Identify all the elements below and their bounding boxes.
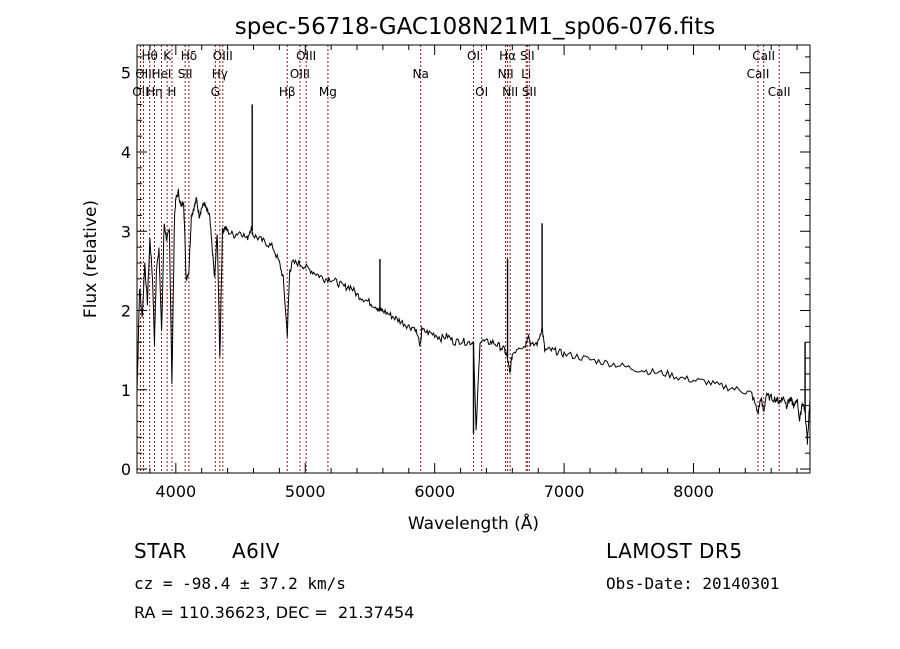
line-marker-label: OIII	[213, 49, 233, 63]
line-marker-label: OI	[475, 85, 488, 99]
line-marker-label: SII	[522, 85, 537, 99]
line-marker-label: K	[163, 49, 172, 63]
line-marker-label: CaII	[752, 49, 775, 63]
spectrum-series	[136, 104, 811, 445]
line-marker-label: SII	[178, 67, 193, 81]
y-tick-label: 0	[121, 460, 131, 479]
x-tick-label: 8000	[673, 482, 714, 501]
chart-title: spec-56718-GAC108N21M1_sp06-076.fits	[235, 14, 715, 40]
line-marker-label: OII	[132, 85, 149, 99]
line-marker-label: HeI	[151, 67, 171, 81]
line-marker-label: CaII	[747, 67, 770, 81]
line-marker-label: OIII	[290, 67, 310, 81]
observation-date: Obs-Date: 20140301	[606, 574, 780, 593]
line-marker-label: NII	[498, 67, 514, 81]
redshift-readout: cz = -98.4 ± 37.2 km/s	[134, 574, 346, 593]
plot-frame	[136, 44, 811, 474]
line-marker-label: G	[211, 85, 220, 99]
axis-ticks: 4000 5000 6000 7000 8000 0 1 2 3 4 5	[121, 45, 810, 501]
y-tick-label: 5	[121, 64, 131, 83]
survey-name: LAMOST DR5	[606, 539, 743, 563]
line-marker-label: Hθ	[141, 49, 157, 63]
line-marker-label: CaII	[768, 85, 791, 99]
line-marker-label: OII	[135, 67, 152, 81]
line-marker-label: Na	[413, 67, 429, 81]
line-marker-label: Mg	[319, 85, 337, 99]
y-tick-label: 4	[121, 143, 131, 162]
line-marker-label: OIII	[296, 49, 316, 63]
y-axis-label: Flux (relative)	[81, 200, 101, 318]
x-tick-label: 4000	[155, 482, 196, 501]
spectrum-line	[136, 188, 811, 445]
x-axis-label: Wavelength (Å)	[408, 512, 539, 534]
object-class: STAR	[134, 539, 187, 563]
line-marker-label: Hη	[146, 85, 163, 99]
x-tick-label: 5000	[285, 482, 326, 501]
spectral-line-markers: OIIOIIHθHηHeIKHSIIHδGHγOIIIHβOIIIOIIIMgN…	[132, 45, 791, 473]
x-tick-label: 6000	[414, 482, 455, 501]
y-tick-label: 3	[121, 222, 131, 241]
object-subclass: A6IV	[232, 539, 280, 563]
y-tick-label: 2	[121, 302, 131, 321]
line-marker-label: Hγ	[212, 67, 228, 81]
line-marker-label: NII	[502, 85, 518, 99]
line-marker-label: Hα	[499, 49, 516, 63]
x-tick-label: 7000	[544, 482, 585, 501]
y-tick-label: 1	[121, 381, 131, 400]
line-marker-label: Hβ	[279, 85, 296, 99]
line-marker-label: H	[167, 85, 176, 99]
line-marker-label: OI	[467, 49, 480, 63]
line-marker-label: Hδ	[181, 49, 197, 63]
line-marker-label: Li	[521, 67, 531, 81]
line-marker-label: SII	[520, 49, 535, 63]
coordinates-readout: RA = 110.36623, DEC = 21.37454	[134, 603, 415, 622]
